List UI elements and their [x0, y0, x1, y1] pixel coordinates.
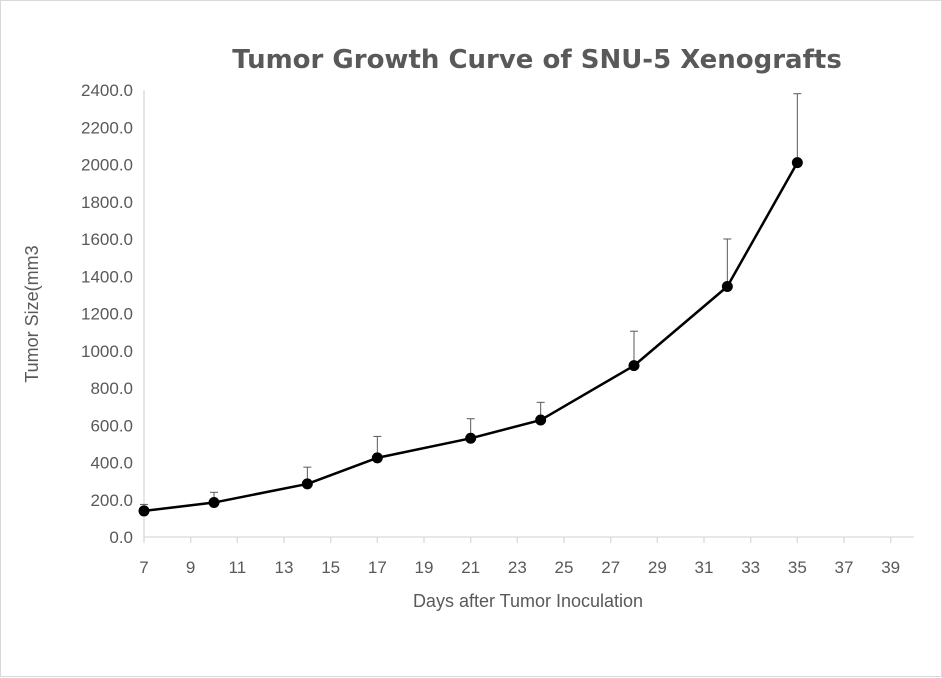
- data-point: [465, 432, 477, 444]
- x-tick-label: 35: [788, 558, 807, 577]
- chart-title: Tumor Growth Curve of SNU-5 Xenografts: [232, 45, 842, 75]
- x-tick-label: 39: [881, 558, 900, 577]
- data-point: [208, 497, 220, 509]
- x-tick-label: 7: [139, 558, 148, 577]
- y-tick-label: 800.0: [90, 379, 133, 398]
- y-axis-label: Tumor Size(mm3: [22, 245, 42, 382]
- y-tick-label: 0.0: [109, 528, 133, 547]
- x-tick-label: 21: [461, 558, 480, 577]
- data-point: [535, 414, 547, 426]
- y-tick-label: 1200.0: [81, 305, 133, 324]
- x-tick-label: 11: [229, 558, 247, 577]
- x-tick-label: 25: [555, 558, 574, 577]
- x-tick-label: 15: [321, 558, 340, 577]
- x-tick-labels: 7 9 11 13 15 17 19 21 23 25 27 29 31 33 35 37 39: [139, 537, 900, 577]
- y-tick-label: 2000.0: [81, 156, 133, 175]
- data-point: [371, 452, 383, 464]
- x-axis-label: Days after Tumor Inoculation: [413, 591, 643, 611]
- y-tick-label: 600.0: [90, 416, 133, 435]
- y-tick-label: 200.0: [90, 491, 133, 510]
- y-tick-labels: 0.0 200.0 400.0 600.0 800.0 1000.0 1200.0 1400.…: [81, 81, 133, 547]
- x-tick-label: 31: [695, 558, 714, 577]
- x-tick-label: 13: [275, 558, 294, 577]
- x-tick-label: 37: [835, 558, 854, 577]
- x-tick-label: 9: [186, 558, 195, 577]
- x-tick-label: 19: [415, 558, 434, 577]
- data-point: [301, 478, 313, 490]
- error-bars: [140, 93, 802, 511]
- series-line: [143, 162, 799, 513]
- x-tick-label: 33: [741, 558, 760, 577]
- y-tick-label: 2200.0: [81, 118, 133, 137]
- x-tick-label: 23: [508, 558, 527, 577]
- data-series: [138, 157, 803, 517]
- y-tick-label: 400.0: [90, 454, 133, 473]
- y-tick-label: 1400.0: [81, 267, 133, 286]
- data-point: [628, 360, 640, 372]
- y-tick-label: 1000.0: [81, 342, 133, 361]
- data-point: [721, 280, 733, 292]
- data-point: [138, 505, 150, 517]
- x-tick-label: 17: [368, 558, 387, 577]
- x-tick-label: 29: [648, 558, 667, 577]
- x-tick-label: 27: [601, 558, 620, 577]
- y-tick-label: 1800.0: [81, 193, 133, 212]
- y-tick-label: 1600.0: [81, 230, 133, 249]
- data-point: [791, 157, 803, 169]
- y-tick-label: 2400.0: [81, 81, 133, 100]
